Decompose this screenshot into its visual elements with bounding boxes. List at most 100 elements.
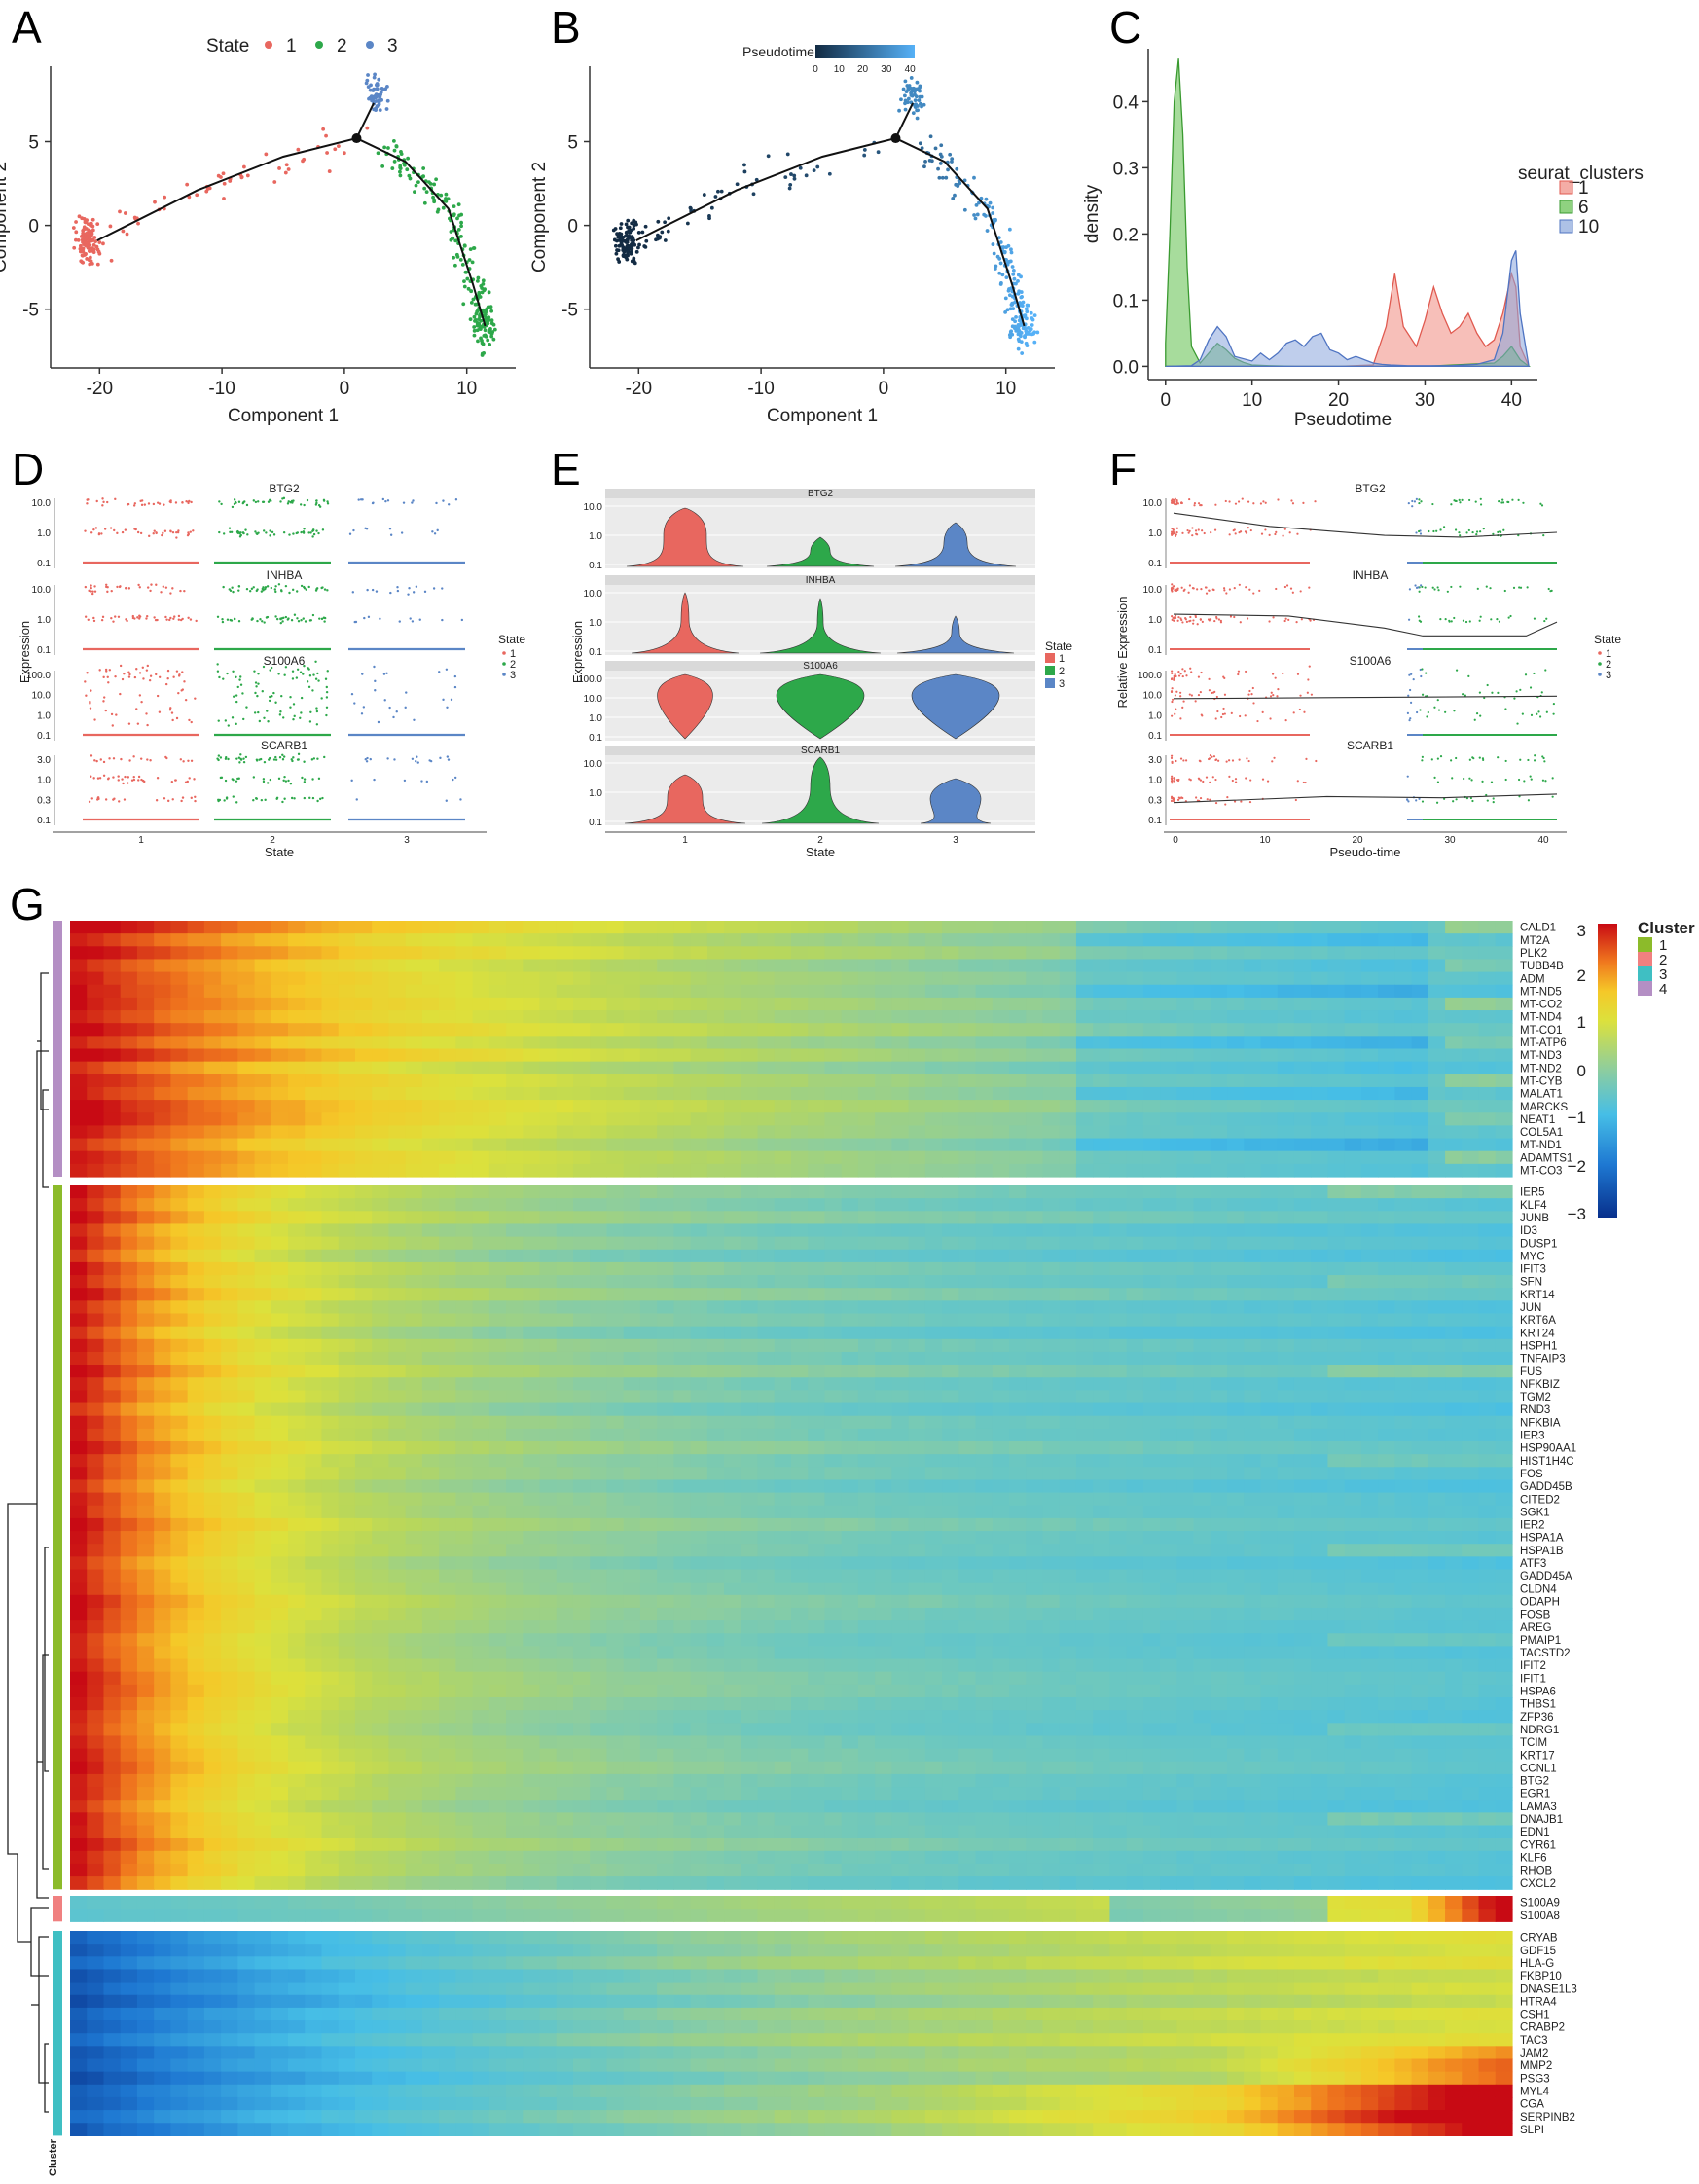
heatmap-cell — [942, 1275, 959, 1289]
expression-point — [180, 799, 183, 803]
heatmap-cell — [1277, 1112, 1295, 1126]
expression-point — [124, 775, 127, 779]
heatmap-cell — [1428, 1236, 1446, 1251]
expression-point — [223, 799, 226, 802]
heatmap-cell — [1075, 1061, 1094, 1075]
expression-point — [1214, 503, 1217, 506]
heatmap-cell — [657, 1125, 674, 1140]
cell-point — [909, 91, 914, 95]
heatmap-cell — [857, 959, 876, 973]
heatmap-cell — [136, 1138, 155, 1152]
heatmap-cell — [924, 1249, 943, 1263]
heatmap-cell — [808, 1048, 826, 1063]
expression-point — [1200, 504, 1203, 507]
heatmap-cell — [808, 1074, 826, 1088]
heatmap-cell — [808, 946, 826, 961]
expression-point — [405, 691, 408, 694]
heatmap-cell — [1227, 933, 1245, 947]
expression-point — [235, 530, 239, 533]
expression-point — [1465, 531, 1468, 534]
heatmap-cell — [288, 1074, 306, 1088]
heatmap-cell — [1042, 997, 1061, 1011]
heatmap-cell — [472, 1211, 490, 1225]
expression-point — [241, 531, 245, 534]
heatmap-cell — [975, 933, 994, 947]
expression-point — [271, 695, 273, 698]
y-tick-label: 10.0 — [1143, 691, 1163, 702]
heatmap-cell — [1428, 1185, 1446, 1199]
heatmap-cell — [639, 1261, 658, 1276]
expression-point — [450, 698, 453, 702]
heatmap-cell — [1075, 1275, 1094, 1289]
heatmap-cell — [421, 1036, 440, 1050]
expression-point — [1418, 501, 1421, 505]
heatmap-cell — [774, 1249, 792, 1263]
heatmap-cell — [1210, 1223, 1228, 1238]
cell-point — [1016, 273, 1021, 277]
heatmap-cell — [1311, 1112, 1329, 1126]
x-tick-label: 10 — [995, 379, 1016, 399]
heatmap-cell — [1478, 1185, 1497, 1199]
heatmap-cell — [103, 1211, 122, 1225]
cell-point — [88, 230, 92, 235]
heatmap-cell — [1210, 1125, 1228, 1140]
heatmap-cell — [590, 1112, 608, 1126]
heatmap-cell — [975, 1275, 994, 1289]
heatmap-cell — [841, 984, 859, 999]
expression-point — [90, 775, 92, 778]
heatmap-cell — [606, 1198, 625, 1212]
heatmap-cell — [1260, 1010, 1279, 1024]
expression-point — [102, 675, 105, 679]
expression-point — [350, 692, 354, 696]
expression-point — [1294, 798, 1297, 802]
cell-point — [458, 257, 463, 262]
heatmap-cell — [1394, 1138, 1413, 1152]
expression-point — [415, 585, 418, 588]
cell-point — [483, 287, 487, 292]
heatmap-cell — [1311, 1086, 1329, 1101]
expression-point — [1198, 759, 1201, 762]
expression-point — [133, 528, 136, 530]
heatmap-cell — [221, 1086, 238, 1101]
expression-point — [1179, 691, 1182, 694]
expression-point — [1277, 498, 1280, 501]
heatmap-cell — [237, 1125, 256, 1140]
expression-point — [1504, 708, 1507, 710]
heatmap-cell — [891, 1249, 910, 1263]
heatmap-cell — [1277, 1249, 1295, 1263]
heatmap-cell — [1059, 1198, 1077, 1212]
cell-point — [88, 237, 92, 240]
heatmap-cell — [103, 1125, 122, 1140]
expression-point — [1461, 498, 1464, 501]
heatmap-cell — [405, 1288, 423, 1301]
heatmap-cell — [606, 1211, 625, 1225]
expression-point — [221, 618, 224, 621]
heatmap-cell — [338, 1211, 356, 1225]
heatmap-cell — [372, 1249, 390, 1263]
heatmap-cell — [1193, 984, 1211, 999]
expression-point — [252, 776, 256, 779]
expression-point — [1174, 694, 1176, 697]
expression-point — [1208, 589, 1211, 592]
heatmap-cell — [1093, 1223, 1111, 1238]
heatmap-cell — [354, 933, 373, 947]
heatmap-cell — [1478, 971, 1497, 986]
heatmap-cell — [824, 1010, 843, 1024]
heatmap-cell — [271, 1275, 289, 1289]
heatmap-cell — [1126, 1100, 1144, 1113]
heatmap-cell — [623, 1288, 641, 1301]
expression-point — [121, 530, 125, 534]
expression-point — [155, 531, 158, 534]
cell-point — [71, 226, 76, 230]
heatmap-cell — [1059, 1125, 1077, 1140]
heatmap-cell — [1075, 1249, 1094, 1263]
heatmap-cell — [992, 971, 1010, 986]
colorbar-tick-label: 0 — [813, 64, 818, 75]
heatmap-cell — [572, 1100, 591, 1113]
heatmap-cell — [1394, 1023, 1413, 1037]
heatmap-cell — [924, 1275, 943, 1289]
expression-point — [287, 500, 290, 503]
heatmap-cell — [875, 1100, 892, 1113]
cell-point — [81, 253, 85, 258]
heatmap-cell — [1378, 1112, 1395, 1126]
